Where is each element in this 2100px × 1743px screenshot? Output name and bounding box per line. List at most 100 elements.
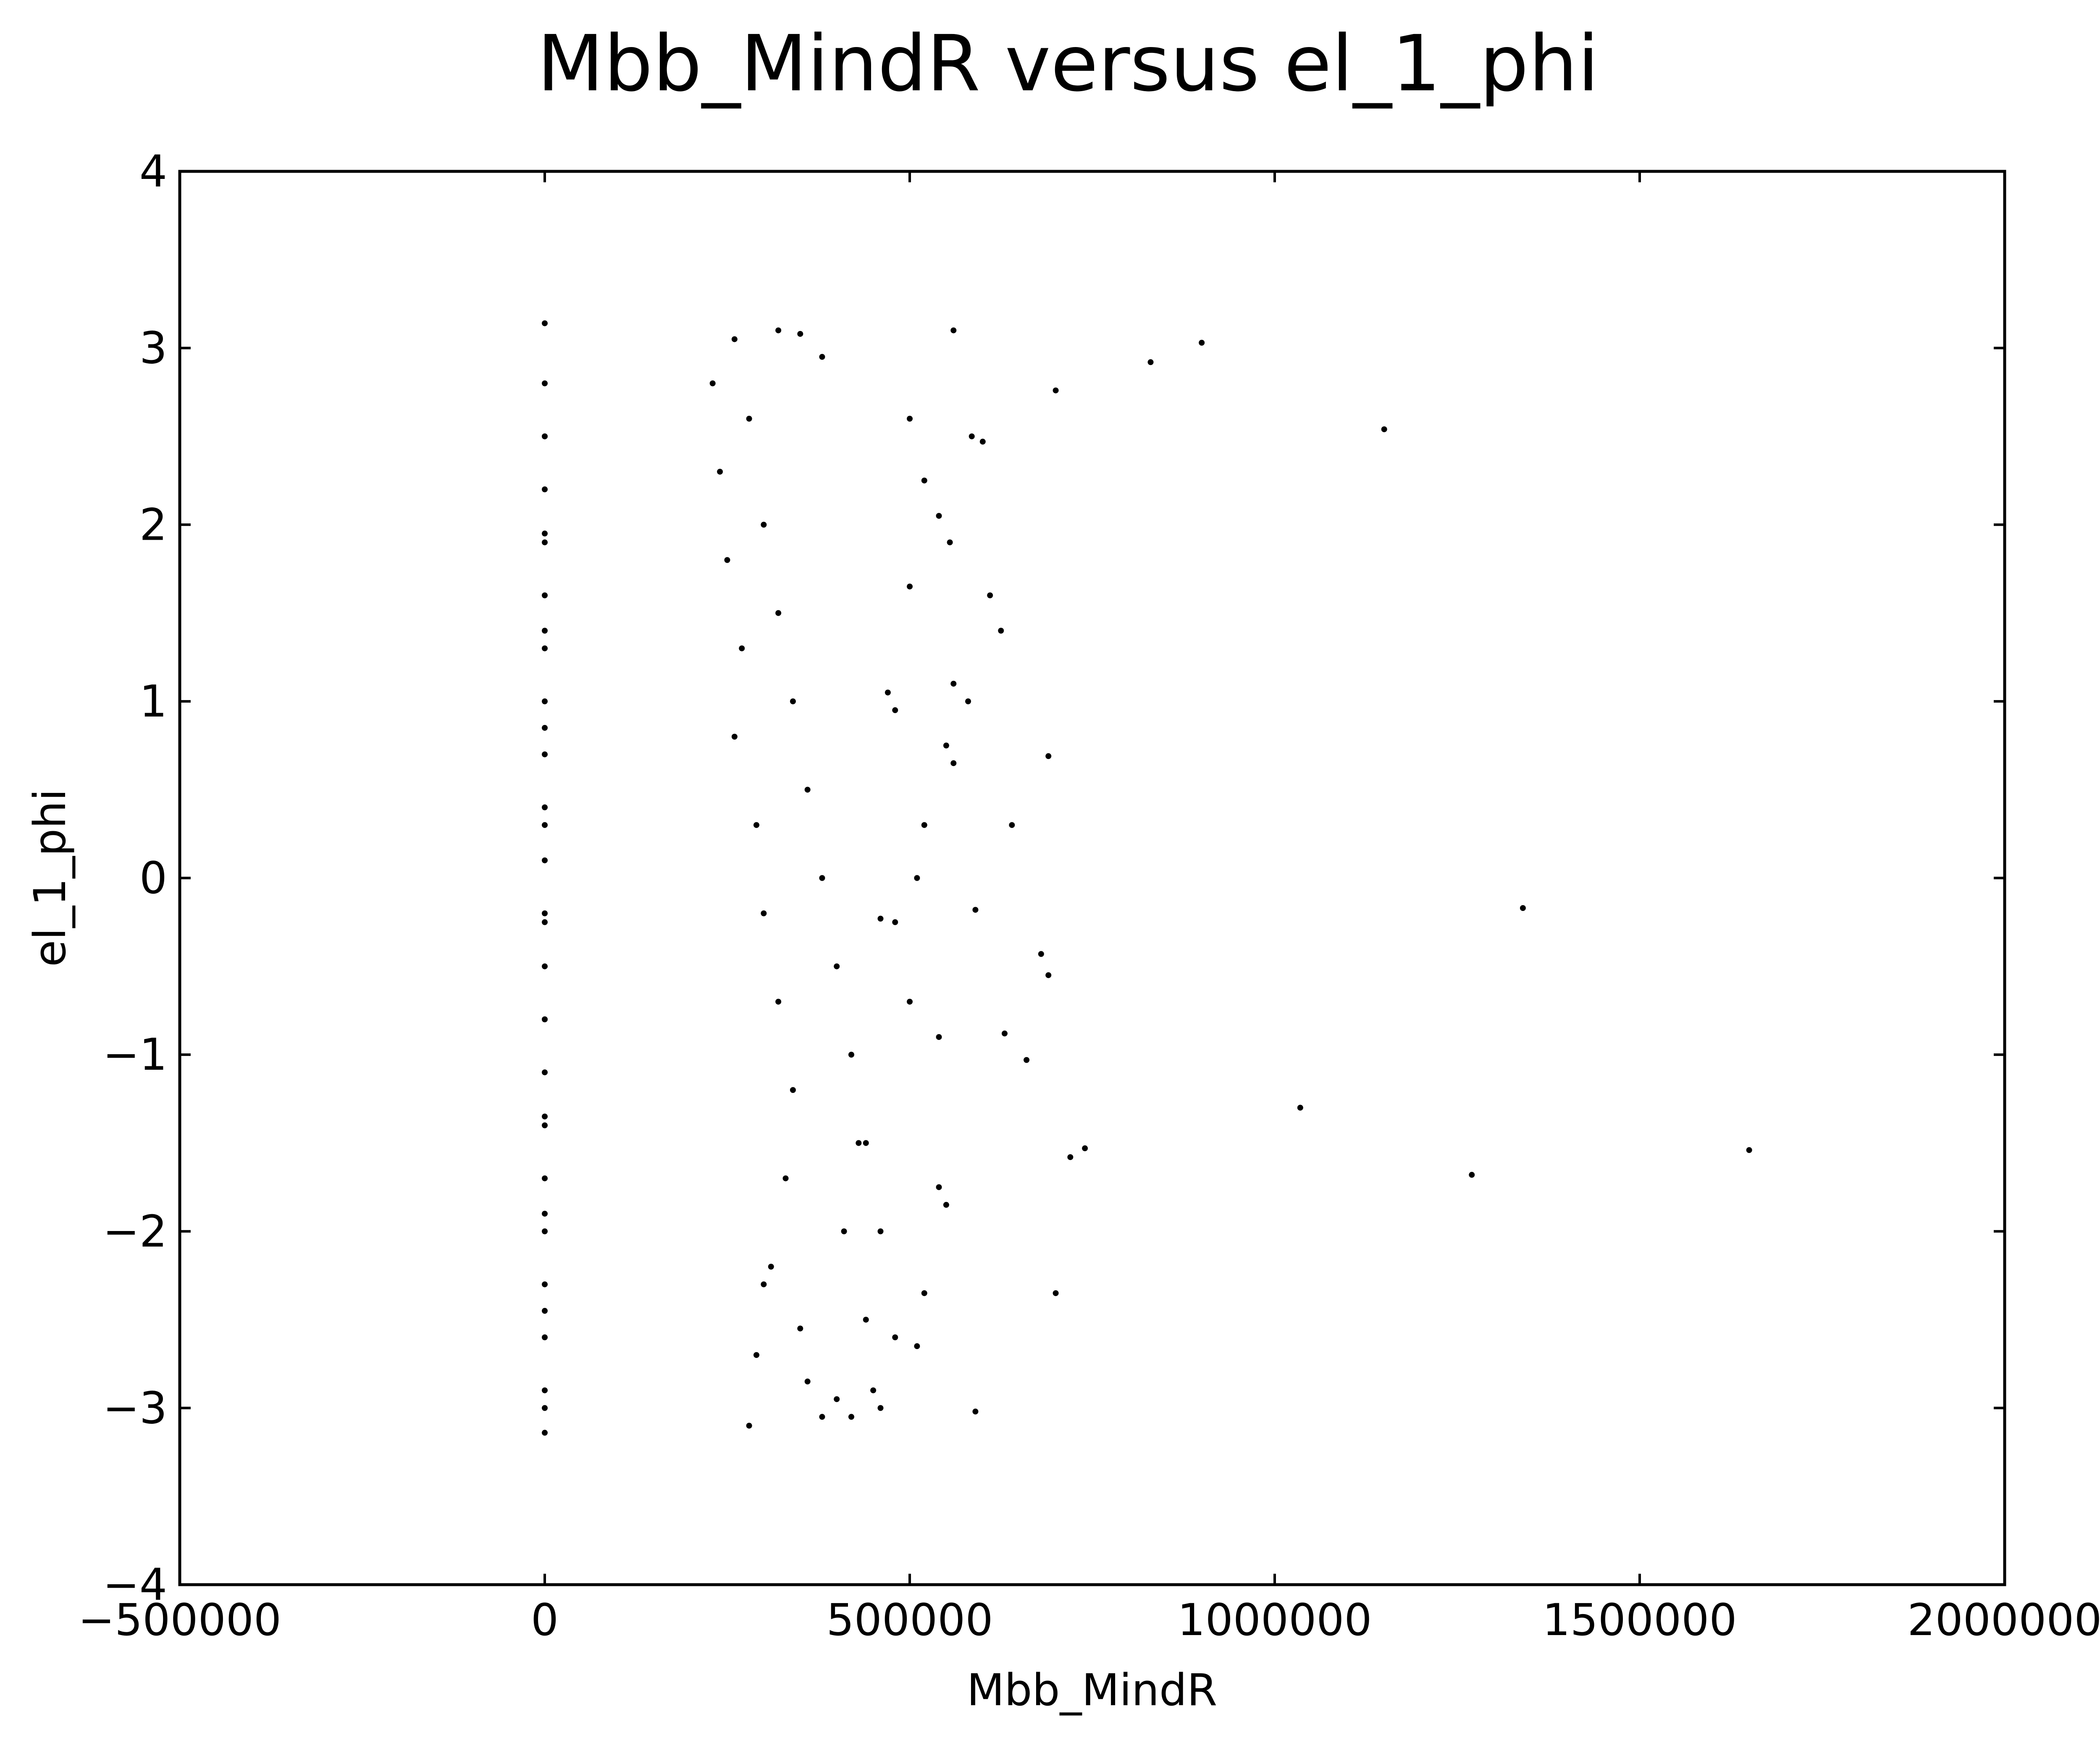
data-point (1199, 340, 1205, 346)
data-point (804, 787, 811, 793)
data-point (790, 1087, 796, 1093)
data-point (1045, 972, 1052, 978)
data-point (761, 910, 767, 916)
data-point (761, 1281, 767, 1287)
data-point (1024, 1057, 1030, 1063)
data-point (1009, 822, 1015, 828)
data-point (947, 539, 953, 546)
data-point (892, 1334, 898, 1341)
data-point (731, 734, 738, 740)
data-point (950, 760, 957, 766)
data-point (753, 1352, 760, 1358)
data-point (542, 751, 548, 758)
y-tick-label: 3 (139, 323, 167, 374)
data-point (819, 875, 825, 881)
data-point (542, 1175, 548, 1181)
data-point (936, 1034, 942, 1040)
data-point (724, 557, 730, 563)
data-point (819, 354, 825, 360)
data-point (943, 743, 949, 749)
data-point (950, 680, 957, 687)
data-point (877, 1405, 884, 1411)
data-point (542, 857, 548, 864)
data-point (863, 1140, 869, 1146)
data-point (1045, 753, 1052, 759)
x-axis-label: Mbb_MindR (967, 1664, 1218, 1716)
data-point (936, 1184, 942, 1190)
data-point (542, 919, 548, 925)
data-point (542, 963, 548, 969)
scatter-points (542, 320, 1752, 1436)
data-point (1520, 905, 1526, 911)
data-point (542, 698, 548, 704)
data-point (1147, 359, 1154, 365)
data-point (782, 1175, 789, 1181)
y-tick-label: −4 (103, 1559, 167, 1610)
data-point (542, 1405, 548, 1411)
data-point (542, 1016, 548, 1022)
data-point (542, 530, 548, 537)
data-point (979, 438, 986, 445)
data-point (907, 998, 913, 1005)
data-point (870, 1387, 877, 1394)
x-tick-label: 1500000 (1542, 1594, 1737, 1646)
data-point (542, 1387, 548, 1394)
data-point (834, 963, 840, 969)
data-point (907, 583, 913, 590)
data-point (998, 627, 1004, 634)
y-tick-label: 2 (139, 499, 167, 550)
data-point (848, 1414, 854, 1420)
data-point (921, 822, 927, 828)
data-point (717, 469, 723, 475)
data-point (731, 336, 738, 342)
data-point (1082, 1145, 1088, 1152)
data-point (1469, 1172, 1475, 1178)
data-point (1381, 426, 1387, 433)
x-tick-label: 500000 (826, 1594, 993, 1646)
y-tick-label: 4 (139, 146, 167, 197)
data-point (819, 1414, 825, 1420)
data-point (761, 522, 767, 528)
y-tick-label: 1 (139, 676, 167, 727)
data-point (542, 1228, 548, 1234)
data-point (914, 875, 920, 881)
data-point (972, 1408, 979, 1415)
axis-ticks: −500000 0 500000 1000000 1500000 2000000 −4 −3 −… (78, 146, 2100, 1646)
data-point (863, 1317, 869, 1323)
data-point (542, 1334, 548, 1341)
data-point (542, 380, 548, 386)
data-point (542, 433, 548, 439)
data-point (804, 1378, 811, 1385)
data-point (987, 592, 993, 598)
data-point (542, 1113, 548, 1120)
data-point (1067, 1154, 1074, 1160)
data-point (848, 1052, 854, 1058)
data-point (1053, 1290, 1059, 1296)
data-point (921, 1290, 927, 1296)
data-point (746, 1423, 752, 1429)
data-point (885, 689, 891, 696)
data-point (907, 415, 913, 422)
data-point (790, 698, 796, 704)
data-point (775, 327, 782, 333)
y-tick-label: 0 (139, 853, 167, 904)
data-point (768, 1263, 774, 1270)
data-point (841, 1228, 847, 1234)
data-point (542, 804, 548, 811)
y-tick-label: −3 (103, 1382, 167, 1433)
data-point (542, 627, 548, 634)
data-point (1297, 1105, 1303, 1111)
y-axis-label: el_1_phi (24, 789, 76, 967)
data-point (921, 478, 927, 484)
data-point (775, 610, 782, 616)
x-tick-label: 0 (531, 1594, 559, 1646)
data-point (753, 822, 760, 828)
data-point (1001, 1030, 1008, 1037)
x-tick-label: 1000000 (1177, 1594, 1372, 1646)
data-point (965, 698, 971, 704)
data-point (969, 433, 975, 439)
data-point (542, 724, 548, 731)
data-point (709, 380, 716, 386)
